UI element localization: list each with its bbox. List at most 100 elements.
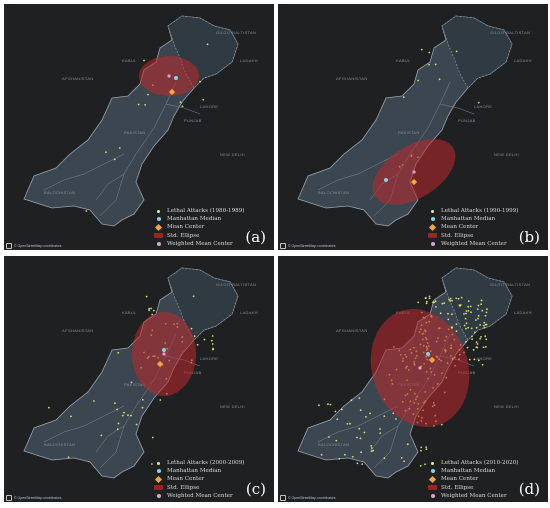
- attack-point: [143, 59, 145, 62]
- place-label: BALOCHISTAN: [44, 190, 75, 195]
- attack-point: [428, 295, 431, 298]
- attack-point: [433, 301, 435, 304]
- attack-point: [470, 311, 472, 314]
- place-label: NEW DELHI: [220, 404, 245, 409]
- attack-point: [144, 104, 147, 106]
- attack-point: [338, 457, 341, 460]
- place-label: BALOCHISTAN: [318, 442, 349, 447]
- attack-point: [346, 422, 349, 425]
- attack-point: [420, 48, 423, 51]
- map-panel-c: AFGHANISTAN PAKISTAN BALOCHISTAN KABUL NEW D…: [4, 256, 274, 502]
- attack-point: [449, 300, 452, 302]
- attack-point: [203, 338, 206, 341]
- weighted-mean-point: [412, 170, 416, 174]
- attack-point: [336, 418, 339, 421]
- attack-point: [477, 101, 480, 104]
- place-label: LAHORE: [474, 104, 492, 109]
- attack-point: [379, 432, 382, 434]
- attack-point: [135, 423, 138, 426]
- map-legend: Lethal Attacks (1990-1999) Manhattan Med…: [428, 207, 518, 248]
- panel-label: (a): [245, 228, 266, 246]
- attack-point: [455, 323, 458, 325]
- attack-point: [463, 313, 465, 315]
- attack-point: [202, 98, 205, 101]
- attack-point: [121, 414, 124, 417]
- mean-diamond-icon: [428, 223, 437, 232]
- map-canvas: AFGHANISTAN PAKISTAN BALOCHISTAN KABUL NEW D…: [23, 15, 258, 227]
- attack-point: [460, 296, 463, 299]
- ellipse-swatch-icon: [428, 233, 437, 239]
- attack-point: [130, 414, 132, 417]
- attack-point: [479, 338, 481, 340]
- attack-point: [159, 399, 162, 401]
- attack-point: [117, 422, 120, 425]
- weighted-mean-icon: [156, 241, 161, 246]
- attack-point: [100, 434, 103, 437]
- attack-point: [447, 318, 450, 321]
- attack-point: [477, 314, 480, 317]
- legend-ellipse: Std. Ellipse: [154, 232, 232, 240]
- attack-point: [467, 326, 469, 329]
- attack-point: [211, 335, 214, 337]
- attack-point: [481, 309, 484, 312]
- map-legend: Lethal Attacks (2000-2009) Manhattan Med…: [154, 459, 244, 500]
- attack-point: [439, 312, 442, 315]
- attack-point: [424, 463, 426, 466]
- attack-point: [117, 351, 120, 354]
- attack-point: [465, 310, 468, 312]
- attack-point: [402, 96, 405, 98]
- attack-point: [482, 324, 485, 327]
- mean-center-point: [428, 356, 436, 364]
- info-icon: [280, 495, 286, 501]
- attack-point: [420, 449, 422, 452]
- attack-point: [127, 414, 129, 417]
- attack-point: [403, 460, 405, 463]
- attack-point: [451, 313, 453, 316]
- manhattan-median-point: [174, 76, 178, 80]
- road-line: [439, 103, 475, 115]
- place-label: LADAKH: [240, 58, 258, 63]
- attack-point: [465, 322, 468, 325]
- attack-point: [70, 415, 72, 418]
- place-label: PAKISTAN: [124, 130, 146, 135]
- attack-point: [379, 428, 381, 430]
- place-label: LAHORE: [200, 104, 218, 109]
- map-attribution: © OpenStreetMap contributors: [6, 495, 62, 501]
- attack-point: [67, 456, 70, 459]
- legend-weighted: Weighted Mean Center: [154, 240, 233, 248]
- weighted-mean-point: [418, 366, 422, 370]
- attack-point: [419, 465, 422, 467]
- legend-weighted: Weighted Mean Center: [428, 492, 507, 500]
- place-label: GILGIT BALTISTAN: [490, 282, 530, 287]
- attack-point: [470, 327, 473, 330]
- attack-point: [370, 445, 373, 447]
- map-attribution: © OpenStreetMap contributors: [280, 243, 336, 249]
- legend-mean: Mean Center: [428, 475, 506, 484]
- attack-point: [448, 298, 450, 301]
- place-label: KABUL: [122, 310, 137, 315]
- attack-point: [148, 309, 151, 312]
- attack-point: [434, 300, 437, 303]
- attack-point: [335, 439, 338, 442]
- attack-point: [480, 336, 482, 338]
- attack-point: [370, 450, 373, 452]
- attack-point: [130, 381, 133, 384]
- legend-weighted: Weighted Mean Center: [154, 492, 233, 500]
- attack-point: [476, 346, 479, 349]
- place-label: LADAKH: [514, 58, 532, 63]
- place-label: AFGHANISTAN: [336, 328, 367, 333]
- attack-point: [118, 147, 121, 149]
- attack-point: [370, 447, 373, 449]
- legend-attacks: Lethal Attacks (2010-2020): [428, 459, 518, 467]
- attack-point: [463, 324, 466, 327]
- mean-diamond-icon: [428, 475, 437, 484]
- legend-ellipse: Std. Ellipse: [428, 484, 506, 492]
- attack-point: [467, 305, 470, 308]
- attack-point: [145, 295, 148, 298]
- panel-label: (b): [518, 228, 540, 246]
- road-line: [43, 153, 125, 191]
- info-icon: [6, 243, 12, 249]
- road-line: [317, 153, 399, 191]
- attack-point: [475, 326, 478, 329]
